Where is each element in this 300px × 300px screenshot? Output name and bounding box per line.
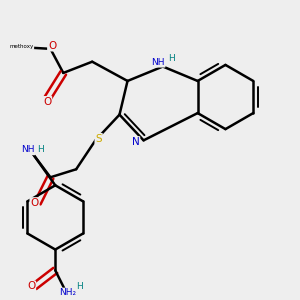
Text: N: N [132,137,140,147]
Text: O: O [27,281,35,292]
Text: H: H [169,54,175,63]
Text: H: H [76,282,83,291]
Text: O: O [30,198,38,208]
Text: NH: NH [21,146,35,154]
Text: NH₂: NH₂ [60,288,77,297]
Text: H: H [37,146,44,154]
Text: NH: NH [151,58,165,67]
Text: S: S [95,134,102,144]
Text: O: O [48,40,56,51]
Text: methoxy: methoxy [9,44,34,49]
Text: O: O [43,97,51,107]
